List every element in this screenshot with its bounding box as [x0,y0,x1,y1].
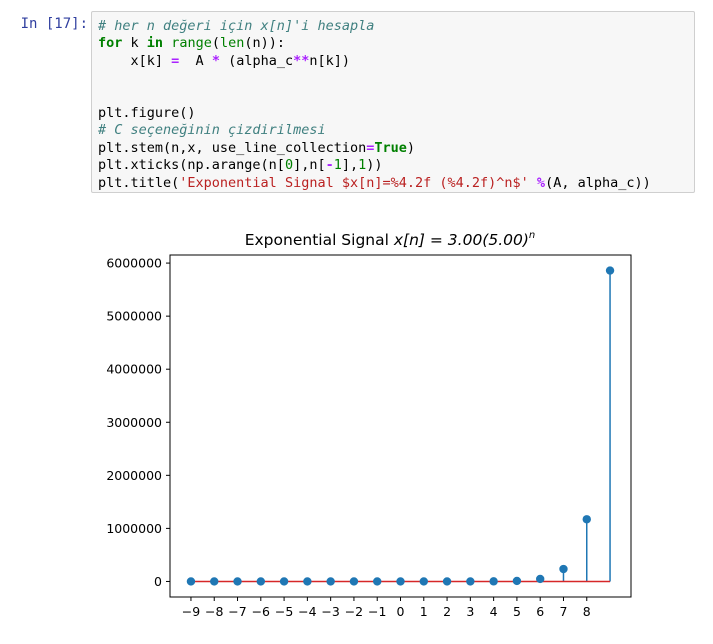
cell-prompt: In [17]: [20,16,88,32]
x-tick-label: 1 [420,604,428,619]
stem-marker [535,574,545,584]
code-text: k [122,35,147,52]
stem-marker [396,577,405,586]
x-axis: −9 −8 −7 −6 −5 −4 −3 −2 −1 0 1 2 3 4 5 6 7 8 [182,597,591,619]
code-keyword: for [98,35,123,52]
y-tick-label: 4000000 [106,362,162,377]
y-tick-label: 2000000 [106,468,162,483]
stem-marker [605,266,615,275]
code-builtin: len [219,35,245,52]
code-number: 0 [284,157,294,174]
x-tick-label: −5 [275,604,293,619]
code-text: plt.stem(n,x, use_line_collection [98,139,367,156]
x-tick-label: 4 [490,604,498,619]
code-text: ],n[ [293,157,326,174]
chart-title-math: x[n] = 3.00(5.00) [393,231,529,249]
y-tick-label: 1000000 [106,521,162,536]
x-tick-label: 7 [560,604,568,619]
code-keyword: True [374,139,407,156]
stem-marker [279,577,289,586]
code-text: A [179,52,212,69]
code-text: x[k] [98,52,172,69]
y-tick-label: 6000000 [106,256,162,271]
y-tick-label: 3000000 [106,415,162,430]
stem-marker [186,577,196,586]
code-editor[interactable]: # her n değeri için x[n]'i hesapla for k… [98,18,651,192]
code-operator: * [211,52,220,69]
code-operator: = [171,52,180,69]
code-text: (n)): [244,35,285,52]
code-text: )) [366,157,383,174]
chart-title-prefix: Exponential Signal [245,231,394,249]
code-string: 'Exponential Signal $x[n]=%4.2f (%4.2f)^… [179,174,529,191]
stem-marker [419,577,428,586]
stem-marker [303,577,312,586]
x-tick-label: −1 [368,604,386,619]
stem-marker [559,564,568,574]
y-axis: 0 1000000 2000000 3000000 4000000 5000000 6000… [106,256,170,589]
code-operator: = [366,139,375,156]
x-tick-label: 6 [536,604,544,619]
chart-title: Exponential Signal x[n] = 3.00(5.00)n [245,230,536,249]
code-text: plt.title( [98,174,180,191]
stem-marker [373,577,382,586]
stem-marker [256,577,266,586]
code-builtin: range [171,35,212,52]
x-tick-label: 0 [397,604,405,619]
x-tick-label: −4 [298,604,316,619]
x-tick-label: −6 [252,604,270,619]
stem-marker [326,577,335,586]
x-tick-label: 5 [513,604,521,619]
code-number: 1 [358,157,367,174]
stem-marker [349,577,359,586]
stem-marker [512,576,522,586]
code-text: plt.figure() [98,105,196,122]
code-text: (alpha_c [219,52,294,69]
stem-series [186,266,615,586]
stem-marker [233,577,242,586]
y-tick-label: 5000000 [106,309,162,324]
code-operator: - [325,157,334,174]
stem-marker [489,577,498,586]
code-keyword: in [146,35,164,52]
stem-marker [210,577,219,586]
x-tick-label: −2 [345,604,363,619]
code-text: (A, alpha_c)) [545,174,651,191]
code-text: ], [341,157,359,174]
x-tick-label: −3 [321,604,339,619]
code-cell[interactable]: # her n değeri için x[n]'i hesapla for k… [91,11,695,193]
code-text: ( [211,35,220,52]
stem-marker [582,515,591,524]
stem-marker [442,577,452,586]
x-tick-label: 8 [583,604,591,619]
x-tick-label: −9 [182,604,200,619]
code-text: n[k]) [309,52,351,69]
code-operator: ** [293,52,310,69]
axes-frame [169,254,632,598]
code-text: ) [406,139,416,156]
code-operator: % [536,174,546,191]
code-comment: # C seçeneğinin çizdirilmesi [98,122,326,139]
y-tick-label: 0 [154,574,162,589]
stem-plot: Exponential Signal x[n] = 3.00(5.00)n 01… [106,230,632,619]
code-text: plt.xticks(np.arange(n[ [98,157,285,174]
x-tick-label: −8 [205,604,223,619]
chart-title-exponent: n [529,230,535,241]
x-tick-label: 2 [443,604,451,619]
x-tick-label: −7 [228,604,246,619]
stem-marker [466,577,475,586]
code-comment: # her n değeri için x[n]'i hesapla [98,18,375,34]
code-number: 1 [333,157,342,174]
code-text [529,175,537,191]
x-tick-label: 3 [466,604,474,619]
code-text [163,35,171,51]
